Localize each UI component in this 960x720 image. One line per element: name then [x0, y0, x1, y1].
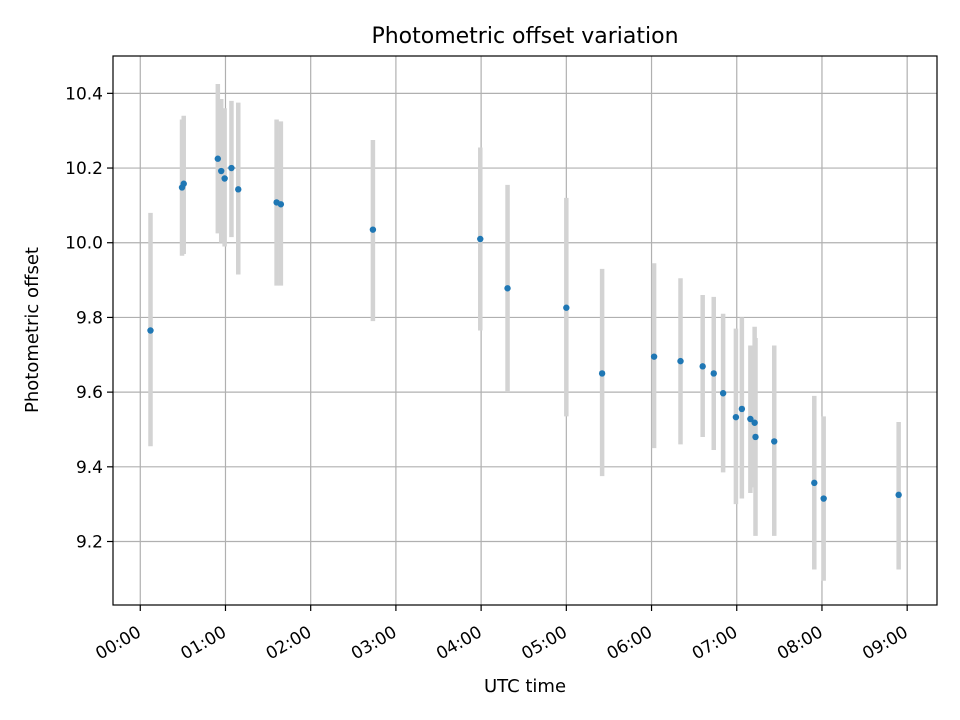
error-bars	[148, 84, 901, 581]
data-point	[650, 353, 658, 360]
chart-title: Photometric offset variation	[371, 24, 678, 49]
data-point	[228, 164, 235, 172]
data-point	[738, 405, 746, 413]
data-point	[751, 419, 758, 426]
plot-frame	[112, 55, 938, 606]
data-point	[811, 479, 818, 487]
data-point	[147, 327, 154, 334]
data-point	[504, 285, 511, 292]
data-point	[369, 226, 377, 233]
data-point	[710, 370, 717, 377]
x-axis-label: UTC time	[484, 676, 566, 697]
x-tick-label: 07:00	[689, 622, 741, 664]
x-tick-label: 08:00	[774, 622, 826, 664]
x-axis: 00:00 01:00 02:00 03:00 04:00 05:00 06:00 07:00…	[92, 605, 912, 664]
data-point	[214, 155, 222, 162]
data-point	[747, 415, 754, 423]
data-point	[895, 491, 902, 499]
data-points	[147, 155, 902, 502]
x-tick-label: 09:00	[859, 622, 911, 664]
y-axis: 9.2 9.4 9.6 9.8 10.0 10.2 10.4	[65, 84, 113, 553]
y-tick-label: 9.8	[76, 308, 103, 328]
data-point	[277, 201, 285, 208]
data-point	[732, 413, 740, 421]
y-tick-label: 9.4	[76, 458, 103, 478]
data-point	[218, 167, 225, 175]
data-point	[677, 357, 684, 365]
x-tick-label: 02:00	[263, 622, 315, 664]
x-tick-label: 00:00	[92, 622, 144, 664]
x-tick-label: 03:00	[348, 622, 400, 664]
data-point	[771, 438, 778, 445]
data-point	[598, 370, 606, 377]
y-tick-label: 10.2	[65, 159, 103, 179]
y-tick-label: 10.4	[65, 84, 103, 104]
x-tick-label: 01:00	[178, 622, 230, 664]
data-point	[820, 495, 827, 502]
data-point	[563, 304, 570, 311]
x-tick-label: 04:00	[433, 622, 485, 664]
data-point	[180, 180, 187, 187]
x-tick-label: 05:00	[518, 622, 570, 664]
data-point	[221, 175, 228, 182]
data-point	[719, 390, 727, 397]
x-tick-label: 06:00	[604, 622, 656, 664]
y-tick-label: 9.2	[76, 533, 103, 553]
data-point	[235, 186, 242, 193]
data-point	[477, 235, 484, 243]
y-tick-label: 10.0	[65, 234, 103, 254]
data-point	[699, 363, 706, 370]
y-tick-label: 9.6	[76, 383, 103, 403]
data-point	[752, 433, 759, 441]
y-axis-label: Photometric offset	[22, 247, 43, 413]
